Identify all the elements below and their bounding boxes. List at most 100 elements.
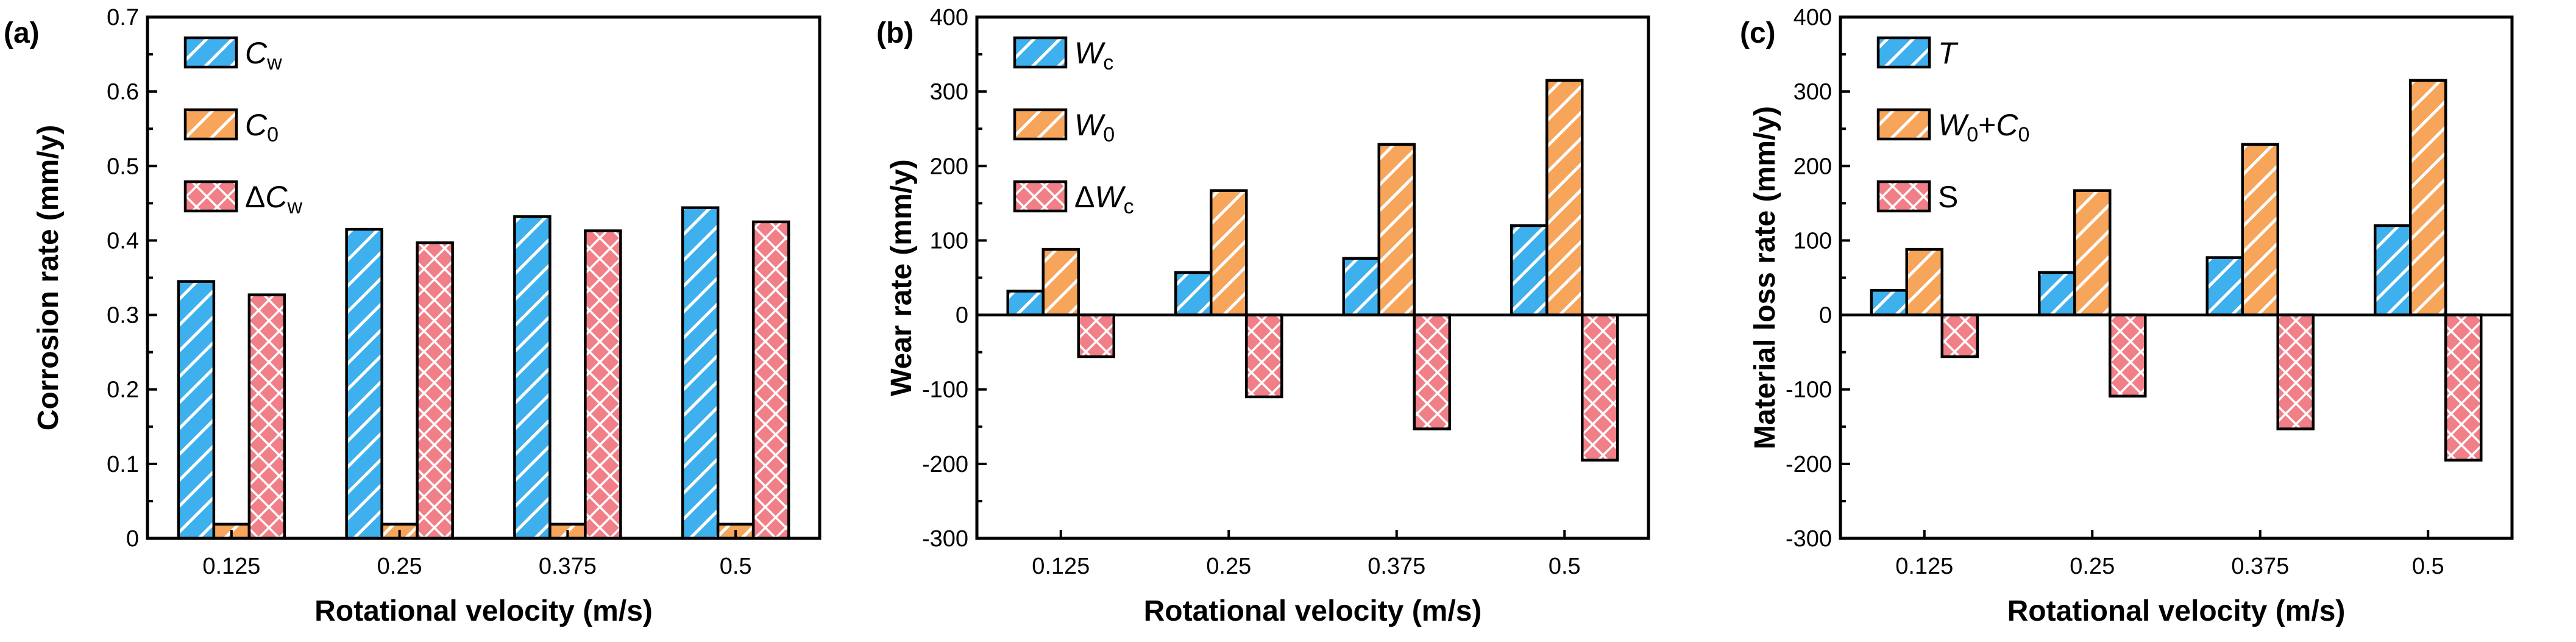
bar-c-S-0.25 [2109, 313, 2147, 398]
bar-a-ΔCw-0.5 [751, 220, 790, 540]
x-tick-label-b-2: 0.375 [1368, 554, 1425, 579]
y-tick-label-b-7: 400 [930, 5, 968, 30]
bar-b-W0-0.375 [1377, 143, 1416, 316]
y-axis-title-c: Material loss rate (mm/y) [1749, 106, 1781, 449]
bar-b-ΔWc-0.25 [1245, 313, 1283, 399]
x-tick-label-b-0: 0.125 [1032, 554, 1090, 579]
legend-swatch-b-1 [1013, 108, 1068, 141]
y-tick-label-c-0: -300 [1786, 526, 1832, 552]
legend-swatch-a-2 [183, 180, 238, 213]
y-tick-label-a-3: 0.3 [107, 303, 139, 329]
bar-c-S-0.5 [2444, 313, 2483, 462]
y-tick-label-b-3: 0 [956, 303, 968, 329]
legend-label-a-0: Cw [245, 36, 282, 74]
bar-c-W0+C0-0.125 [1905, 248, 1943, 316]
legend-swatch-c-2 [1876, 180, 1931, 213]
y-tick-label-c-7: 400 [1794, 5, 1832, 30]
legend-label-a-1: C0 [245, 108, 279, 146]
x-tick-label-a-3: 0.5 [720, 554, 752, 579]
y-tick-label-a-4: 0.4 [107, 228, 139, 254]
bar-b-Wc-0.5 [1510, 224, 1549, 316]
bar-c-T-0.375 [2205, 256, 2244, 316]
legend-label-c-0: T [1938, 36, 1959, 70]
legend-c: T W0+C0 S [1876, 36, 2029, 214]
bar-b-Wc-0.25 [1174, 271, 1213, 316]
bar-c-T-0.5 [2374, 224, 2412, 316]
y-axis-title-a: Corrosion rate (mm/y) [32, 125, 65, 430]
y-tick-label-b-2: -100 [922, 377, 968, 403]
legend-label-c-1: W0+C0 [1938, 108, 2029, 146]
panel-label-c: (c) [1740, 17, 1776, 49]
bar-a-Cw-0.375 [513, 215, 552, 540]
x-tick-label-b-1: 0.25 [1206, 554, 1251, 579]
y-tick-label-a-7: 0.7 [107, 5, 139, 30]
y-tick-label-c-6: 300 [1794, 79, 1832, 105]
x-tick-label-a-0: 0.125 [202, 554, 260, 579]
x-tick-label-c-2: 0.375 [2231, 554, 2289, 579]
bar-b-ΔWc-0.375 [1413, 313, 1451, 430]
y-tick-label-b-6: 300 [930, 79, 968, 105]
x-tick-label-c-0: 0.125 [1895, 554, 1953, 579]
bar-b-Wc-0.375 [1342, 257, 1380, 316]
legend-label-b-2: ΔWc [1074, 180, 1134, 218]
bar-b-ΔWc-0.125 [1077, 313, 1115, 358]
x-tick-label-b-3: 0.5 [1549, 554, 1581, 579]
bar-c-T-0.25 [2038, 271, 2076, 316]
y-tick-label-b-1: -200 [922, 452, 968, 477]
legend-swatch-c-1 [1876, 108, 1931, 141]
legend-swatch-a-1 [183, 108, 238, 141]
y-tick-label-c-2: -100 [1786, 377, 1832, 403]
y-tick-label-c-5: 200 [1794, 154, 1832, 179]
panel-c-material-loss-rate-chart: (c) -300 -200 -100 0 100 200 300 400 0.125 0.25 0.3… [1740, 5, 2514, 627]
legend-label-b-1: W0 [1074, 108, 1115, 146]
x-axis-title-a: Rotational velocity (m/s) [314, 595, 653, 627]
y-tick-label-c-1: -200 [1786, 452, 1832, 477]
x-tick-label-a-1: 0.25 [377, 554, 422, 579]
bar-b-Wc-0.125 [1006, 290, 1045, 316]
bar-b-W0-0.125 [1041, 248, 1080, 316]
y-tick-label-a-0: 0 [126, 526, 139, 552]
y-tick-label-a-1: 0.1 [107, 452, 139, 477]
y-tick-label-a-5: 0.5 [107, 154, 139, 179]
bar-a-Cw-0.5 [681, 206, 720, 540]
bar-a-Cw-0.25 [345, 227, 383, 540]
bar-a-ΔCw-0.125 [247, 293, 286, 540]
bar-c-W0+C0-0.5 [2409, 79, 2447, 316]
y-tick-label-a-2: 0.2 [107, 377, 139, 403]
panel-b-wear-rate-chart: (b) -300 -200 -100 0 100 200 300 400 0.125 0.25 0.3… [876, 5, 1650, 627]
legend-b: Wc W0 ΔWc [1013, 36, 1134, 218]
bar-c-W0+C0-0.375 [2241, 143, 2279, 316]
bar-a-ΔCw-0.25 [416, 241, 454, 540]
y-tick-label-a-6: 0.6 [107, 79, 139, 105]
x-tick-label-c-3: 0.5 [2412, 554, 2444, 579]
x-tick-label-a-2: 0.375 [539, 554, 597, 579]
x-tick-label-c-1: 0.25 [2070, 554, 2115, 579]
y-tick-label-b-5: 200 [930, 154, 968, 179]
legend-label-c-2: S [1938, 180, 1958, 214]
bar-c-S-0.375 [2276, 313, 2315, 430]
x-axis-title-b: Rotational velocity (m/s) [1144, 595, 1482, 627]
legend-swatch-b-2 [1013, 180, 1068, 213]
panel-a-corrosion-rate-chart: (a) 0 0.1 0.2 0.3 0.4 0.5 0.6 0.7 0.125 0.25 0.375 0… [4, 5, 821, 627]
legend-a: Cw C0 ΔCw [183, 36, 303, 218]
y-tick-label-b-0: -300 [922, 526, 968, 552]
bar-b-ΔWc-0.5 [1581, 313, 1619, 462]
bar-c-T-0.125 [1870, 289, 1908, 316]
bar-a-ΔCw-0.375 [584, 229, 622, 540]
bar-b-W0-0.5 [1545, 79, 1584, 316]
legend-label-b-0: Wc [1074, 36, 1113, 74]
panel-label-a: (a) [4, 17, 40, 49]
x-axis-title-c: Rotational velocity (m/s) [2007, 595, 2346, 627]
y-tick-label-c-4: 100 [1794, 228, 1832, 254]
bar-a-Cw-0.125 [177, 280, 216, 540]
y-axis-title-b: Wear rate (mm/y) [885, 159, 918, 396]
bar-c-S-0.125 [1940, 313, 1979, 358]
panel-label-b: (b) [876, 17, 914, 49]
legend-label-a-2: ΔCw [245, 180, 303, 218]
y-tick-label-c-3: 0 [1819, 303, 1832, 329]
bar-b-W0-0.25 [1210, 189, 1248, 316]
legend-swatch-a-0 [183, 36, 238, 69]
legend-swatch-c-0 [1876, 36, 1931, 69]
legend-swatch-b-0 [1013, 36, 1068, 69]
